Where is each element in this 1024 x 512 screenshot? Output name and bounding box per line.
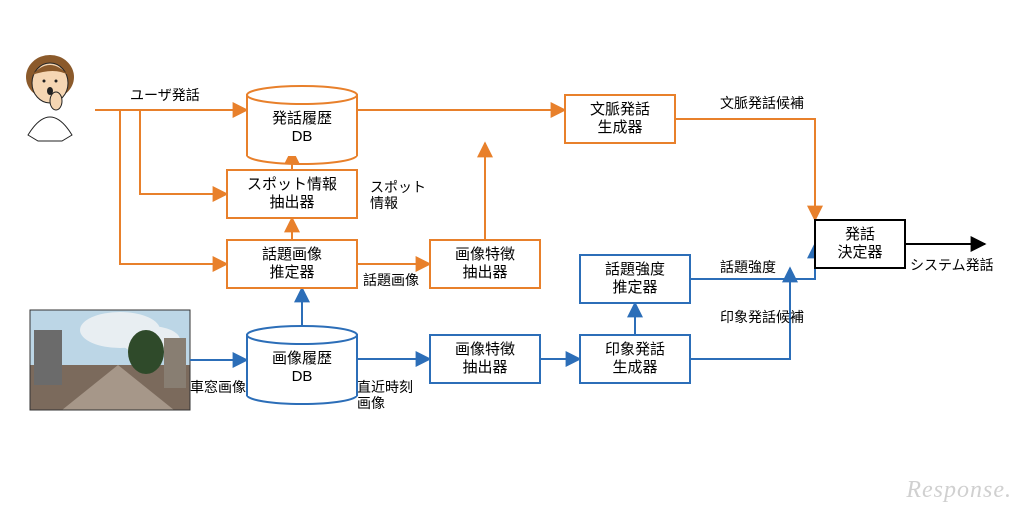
node-label: 話題強度推定器 (605, 261, 665, 296)
edge-label: スポット情報 (370, 179, 426, 211)
node-impress_gen: 印象発話生成器 (580, 335, 690, 383)
node-spot_extractor: スポット情報抽出器 (227, 170, 357, 218)
user-icon (26, 55, 74, 141)
edge-label: 話題画像 (363, 272, 419, 288)
node-label: 印象発話生成器 (605, 341, 665, 376)
edge-label: 車窓画像 (190, 379, 246, 395)
edge-label: システム発話 (910, 257, 994, 273)
edge-label: ユーザ発話 (130, 87, 200, 103)
edge-label: 印象発話候補 (720, 309, 804, 325)
node-context_gen: 文脈発話生成器 (565, 95, 675, 143)
node-label: 画像特徴抽出器 (455, 341, 515, 376)
edge (675, 119, 815, 220)
node-label: 話題画像推定器 (262, 246, 322, 281)
node-topic_str_est: 話題強度推定器 (580, 255, 690, 303)
node-img_feat_orange: 画像特徴抽出器 (430, 240, 540, 288)
edge-label: 文脈発話候補 (720, 95, 804, 111)
node-utter_hist_db: 発話履歴DB (247, 86, 357, 164)
node-label: 画像特徴抽出器 (455, 246, 515, 281)
node-topic_img_est: 話題画像推定器 (227, 240, 357, 288)
street-photo-icon (30, 310, 190, 410)
edge (140, 110, 227, 194)
edge (120, 110, 227, 264)
watermark-text: Response. (906, 477, 1012, 504)
edge-label: 話題強度 (720, 259, 776, 275)
node-img_hist_db: 画像履歴DB (247, 326, 357, 404)
node-img_feat_blue: 画像特徴抽出器 (430, 335, 540, 383)
node-label: 文脈発話生成器 (590, 101, 650, 136)
edge-label: 直近時刻画像 (357, 379, 413, 411)
node-utter_decider: 発話決定器 (815, 220, 905, 268)
